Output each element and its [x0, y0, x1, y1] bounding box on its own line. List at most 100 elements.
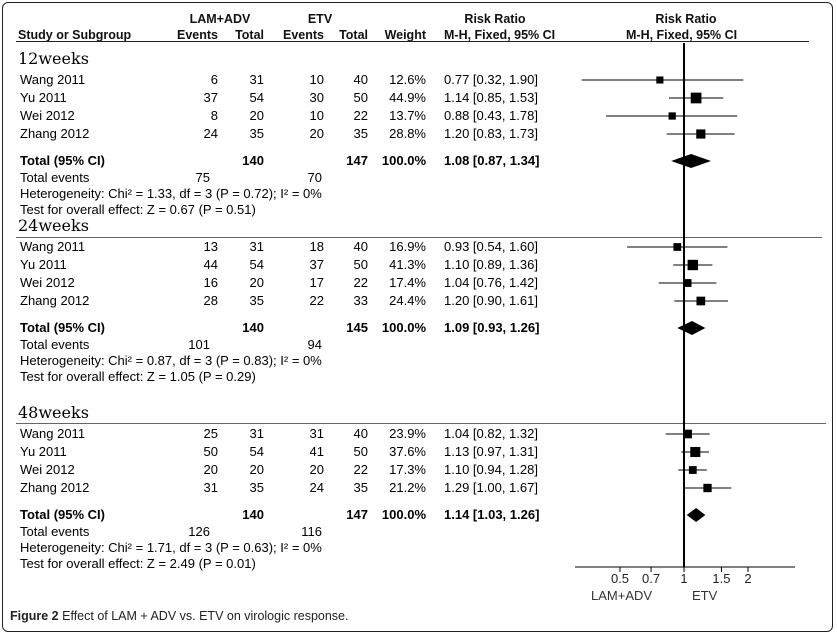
overall-effect: Test for overall effect: Z = 1.05 (P = 0…: [20, 369, 256, 384]
events-etv: 20: [309, 462, 324, 477]
study-point: [690, 92, 702, 104]
study-point: [656, 76, 664, 84]
study-name: Zhang 2012: [20, 480, 90, 495]
total-lamadv: 54: [249, 444, 264, 459]
study-point: [687, 259, 698, 271]
events-etv: 17: [309, 275, 324, 290]
total-events-lamadv: 101: [188, 337, 210, 352]
total-lamadv: 35: [249, 480, 264, 495]
pooled-diamond: [686, 508, 706, 522]
study-ci: 0.88 [0.43, 1.78]: [444, 108, 538, 123]
total-n-lamadv: 140: [242, 153, 264, 168]
events-etv: 30: [309, 90, 324, 105]
study-name: Wang 2011: [20, 239, 86, 254]
events-lamadv: 25: [203, 426, 218, 441]
total-events-etv: 116: [301, 524, 322, 539]
study-weight: 24.4%: [389, 293, 426, 308]
heterogeneity: Heterogeneity: Chi² = 1.71, df = 3 (P = …: [20, 540, 322, 555]
favours-left-label: LAM+ADV: [591, 588, 653, 603]
total-events-label: Total events: [20, 170, 90, 185]
total-etv: 35: [353, 126, 368, 141]
total-lamadv: 31: [249, 426, 264, 441]
total-n-etv: 147: [346, 153, 368, 168]
events-lamadv: 44: [203, 257, 218, 272]
study-weight: 21.2%: [389, 480, 426, 495]
caption-text: Effect of LAM + ADV vs. ETV on virologic…: [62, 609, 349, 623]
study-ci: 0.93 [0.54, 1.60]: [444, 239, 538, 254]
total-etv: 22: [353, 275, 368, 290]
study-point: [683, 279, 692, 287]
study-point: [668, 112, 676, 120]
total-weight: 100.0%: [381, 320, 426, 335]
total-ci: 1.09 [0.93, 1.26]: [444, 320, 540, 335]
pooled-diamond: [671, 154, 712, 168]
study-ci: 1.04 [0.76, 1.42]: [444, 275, 538, 290]
total-etv: 40: [353, 239, 368, 254]
study-ci: 1.20 [0.90, 1.61]: [444, 293, 538, 308]
study-weight: 28.8%: [389, 126, 426, 141]
total-lamadv: 31: [249, 239, 264, 254]
subgroup-title: 48weeks: [18, 403, 89, 422]
study-point: [673, 243, 682, 251]
total-events-lamadv: 75: [195, 170, 210, 185]
study-weight: 37.6%: [389, 444, 426, 459]
total-events-label: Total events: [20, 524, 90, 539]
total-etv: 40: [353, 72, 368, 87]
events-lamadv: 6: [210, 72, 218, 87]
total-etv: 22: [353, 462, 368, 477]
events-etv: 31: [309, 426, 324, 441]
study-weight: 41.3%: [389, 257, 426, 272]
total-lamadv: 54: [249, 257, 264, 272]
total-etv: 50: [353, 444, 368, 459]
study-weight: 17.4%: [389, 275, 426, 290]
x-tick-label: 0.5: [611, 571, 629, 586]
total-etv: 50: [353, 90, 368, 105]
header-rr-left: Risk Ratio: [464, 12, 526, 26]
study-name: Yu 2011: [20, 444, 67, 459]
total-lamadv: 20: [249, 462, 264, 477]
overall-effect: Test for overall effect: Z = 2.49 (P = 0…: [20, 556, 256, 571]
total-events-etv: 94: [307, 337, 322, 352]
total-label: Total (95% CI): [20, 153, 105, 168]
study-name: Zhang 2012: [20, 126, 90, 141]
total-label: Total (95% CI): [20, 320, 105, 335]
study-point: [690, 446, 701, 458]
events-lamadv: 20: [203, 462, 218, 477]
study-weight: 44.9%: [389, 90, 426, 105]
total-n-lamadv: 140: [242, 507, 264, 522]
study-name: Yu 2011: [20, 257, 67, 272]
header-total1: Total: [235, 28, 264, 42]
total-weight: 100.0%: [381, 153, 426, 168]
total-weight: 100.0%: [381, 507, 426, 522]
study-point: [703, 483, 712, 493]
total-events-label: Total events: [20, 337, 90, 352]
caption-label: Figure 2: [10, 609, 59, 623]
subgroup-title: 24weeks: [18, 216, 89, 235]
study-weight: 23.9%: [389, 426, 426, 441]
total-lamadv: 20: [249, 275, 264, 290]
heterogeneity: Heterogeneity: Chi² = 1.33, df = 3 (P = …: [20, 186, 322, 201]
events-etv: 10: [309, 72, 324, 87]
total-etv: 35: [353, 480, 368, 495]
events-etv: 41: [309, 444, 324, 459]
x-tick-label: 1.5: [712, 571, 730, 586]
study-ci: 1.10 [0.89, 1.36]: [444, 257, 538, 272]
study-ci: 1.04 [0.82, 1.32]: [444, 426, 538, 441]
x-tick-label: 1: [680, 571, 687, 586]
x-tick-label: 2: [744, 571, 751, 586]
events-lamadv: 24: [203, 126, 218, 141]
events-etv: 24: [309, 480, 324, 495]
study-name: Wei 2012: [20, 275, 75, 290]
subgroup-title: 12weeks: [18, 49, 89, 68]
total-lamadv: 54: [249, 90, 264, 105]
study-name: Wei 2012: [20, 108, 75, 123]
study-point: [688, 466, 697, 474]
header-group2: ETV: [307, 12, 333, 26]
study-name: Wang 2011: [20, 72, 86, 87]
header-events2: Events: [283, 28, 324, 42]
total-etv: 40: [353, 426, 368, 441]
events-lamadv: 31: [203, 480, 218, 495]
total-etv: 33: [353, 293, 368, 308]
events-lamadv: 16: [203, 275, 218, 290]
